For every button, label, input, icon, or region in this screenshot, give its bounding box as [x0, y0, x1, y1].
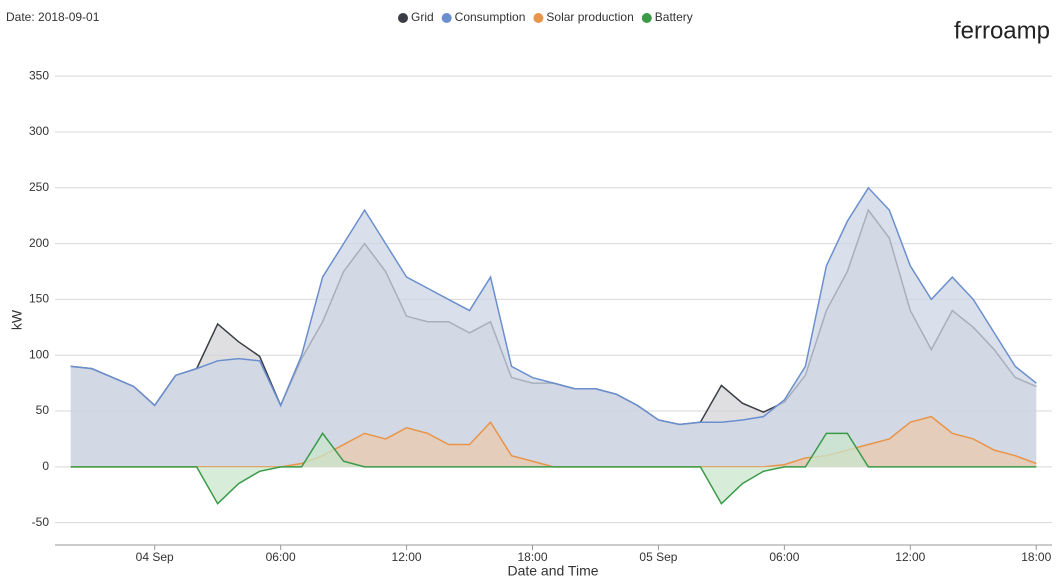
- date-label: Date: 2018-09-01: [6, 10, 100, 24]
- y-tick-label: -50: [32, 515, 50, 529]
- y-tick-label: 300: [29, 124, 49, 138]
- x-tick-label: 05 Sep: [639, 550, 677, 564]
- y-tick-label: 0: [42, 459, 49, 473]
- legend-label: Battery: [655, 10, 693, 24]
- legend-label: Consumption: [455, 10, 526, 24]
- series-line: [70, 186, 1037, 426]
- x-tick-label: 18:00: [517, 550, 547, 564]
- x-tick-label: 18:00: [1021, 550, 1051, 564]
- series-area: [70, 416, 1037, 467]
- y-tick-label: 200: [29, 236, 49, 250]
- y-tick-label: 150: [29, 292, 49, 306]
- y-tick-label: 350: [29, 68, 49, 82]
- legend-label: Grid: [411, 10, 434, 24]
- legend-label: Solar production: [546, 10, 633, 24]
- y-tick-label: 50: [36, 403, 50, 417]
- legend-marker: [398, 13, 408, 23]
- x-tick-label: 06:00: [769, 550, 799, 564]
- x-tick-label: 06:00: [266, 550, 296, 564]
- x-axis-label: Date and Time: [507, 563, 598, 579]
- legend-marker: [533, 13, 544, 23]
- series-line: [70, 432, 1037, 505]
- brand-logo: ferroamp: [954, 17, 1050, 44]
- x-tick-label: 12:00: [392, 550, 422, 564]
- y-axis-label: kW: [9, 309, 25, 330]
- y-tick-label: 100: [29, 347, 49, 361]
- y-tick-label: 250: [29, 180, 49, 194]
- x-tick-label: 04 Sep: [136, 550, 174, 564]
- legend-marker: [641, 13, 652, 23]
- x-tick-label: 12:00: [895, 550, 925, 564]
- series-area: [70, 187, 1037, 467]
- legend-marker: [441, 13, 452, 23]
